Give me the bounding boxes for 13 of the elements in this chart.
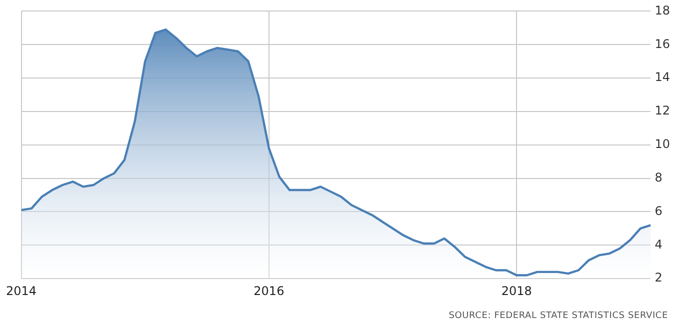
y-tick-label: 12 [654,104,670,118]
y-tick-label: 14 [654,70,670,84]
y-tick-label: 2 [654,270,662,285]
y-tick-label: 8 [654,170,662,184]
x-tick-label: 2018 [501,284,532,298]
y-tick-label: 16 [654,36,670,51]
y-tick-label: 18 [654,3,670,18]
y-tick-label: 10 [654,137,670,152]
x-tick-label: 2014 [6,284,37,298]
x-tick-label: 2016 [254,284,284,298]
source-note: SOURCE: FEDERAL STATE STATISTICS SERVICE [448,311,668,321]
y-tick-label: 4 [654,237,662,252]
y-tick-label: 6 [654,204,662,218]
